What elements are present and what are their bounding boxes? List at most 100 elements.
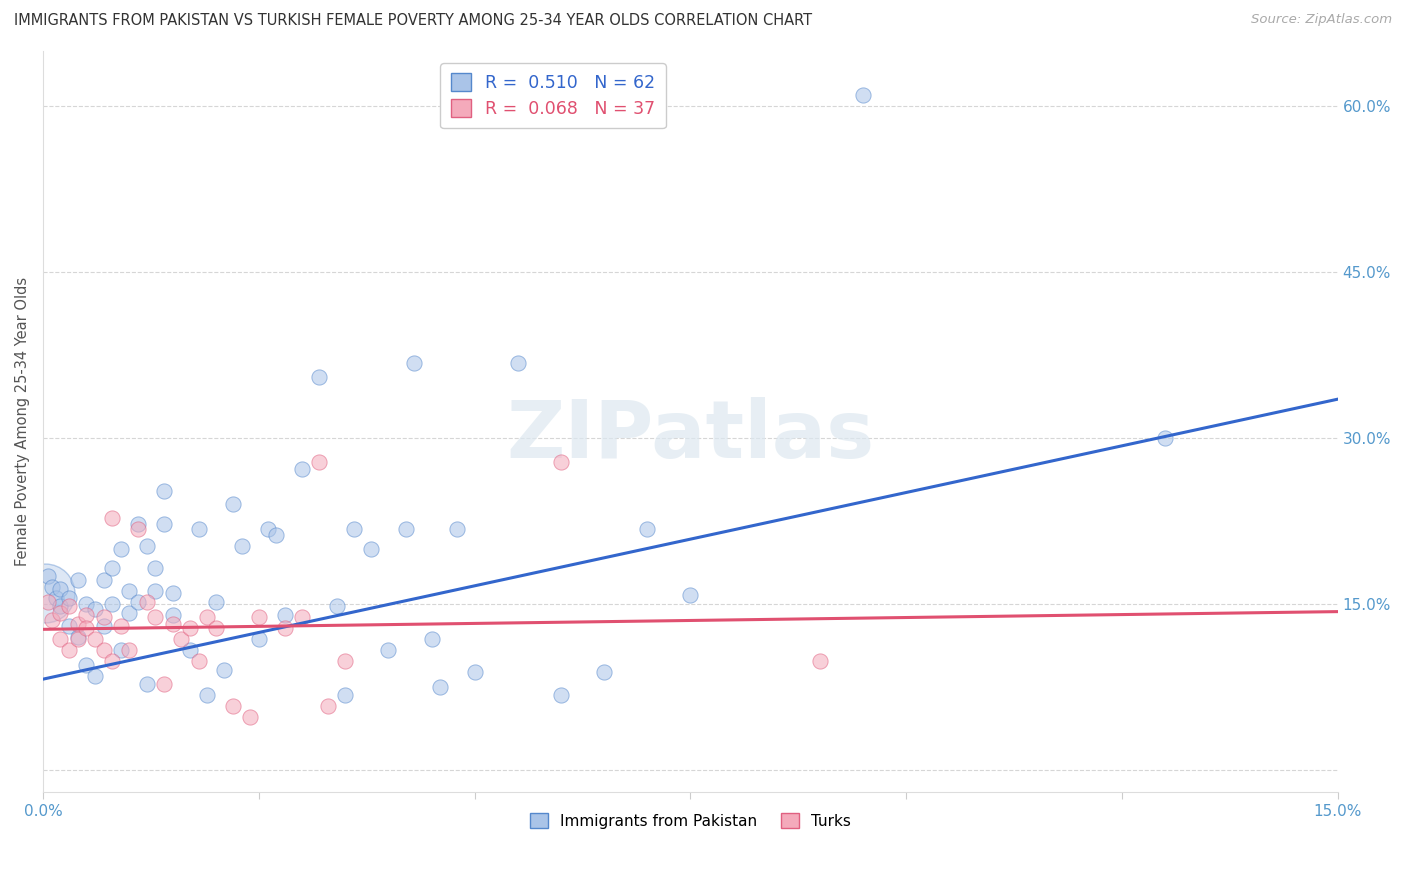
Point (58, 591, 80, 606)
Point (66, 630, 89, 644)
Point (49, 606, 72, 620)
Point (291, 610, 314, 624)
Point (162, 586, 184, 600)
Point (256, 522, 278, 536)
Point (127, 595, 149, 609)
Point (118, 643, 141, 657)
Point (187, 654, 209, 668)
Point (127, 517, 149, 532)
Point (291, 462, 314, 476)
Point (222, 497, 245, 511)
Point (110, 619, 132, 633)
Point (335, 688, 357, 702)
Point (84, 669, 107, 683)
Point (179, 643, 201, 657)
Point (101, 597, 124, 611)
Point (446, 522, 468, 536)
Text: Source: ZipAtlas.com: Source: ZipAtlas.com (1251, 13, 1392, 27)
Point (325, 599, 347, 613)
Point (506, 356, 529, 370)
Point (66, 573, 89, 587)
Point (49, 599, 72, 613)
Point (308, 455, 330, 469)
Point (58, 619, 80, 633)
Point (170, 632, 193, 647)
Point (274, 621, 297, 635)
Point (93, 573, 115, 587)
Point (153, 517, 176, 532)
Point (145, 583, 167, 598)
Point (101, 654, 124, 668)
Point (162, 607, 184, 622)
Point (93, 619, 115, 633)
Point (231, 539, 253, 553)
Point (308, 370, 330, 384)
Point (145, 561, 167, 575)
Point (204, 595, 226, 609)
Point (135, 595, 157, 609)
Point (377, 643, 399, 657)
Point (335, 654, 357, 668)
Point (101, 561, 124, 575)
Point (75, 657, 97, 672)
Legend: Immigrants from Pakistan, Turks: Immigrants from Pakistan, Turks (522, 805, 859, 836)
Point (247, 632, 270, 647)
Point (75, 597, 97, 611)
Point (84, 602, 107, 616)
Point (66, 632, 89, 647)
Point (195, 688, 218, 702)
Point (239, 710, 262, 724)
Point (222, 698, 245, 713)
Point (118, 583, 141, 598)
Point (360, 541, 382, 556)
Point (118, 606, 141, 620)
Point (110, 643, 132, 657)
Point (135, 539, 157, 553)
Point (41, 614, 63, 628)
Point (852, 87, 875, 102)
Point (679, 588, 702, 602)
Point (550, 688, 572, 702)
Point (145, 610, 167, 624)
Point (110, 541, 132, 556)
Point (808, 654, 831, 668)
Point (101, 510, 124, 524)
Point (37, 569, 59, 583)
Point (195, 610, 218, 624)
Point (84, 632, 107, 647)
Point (395, 522, 418, 536)
Point (593, 665, 616, 680)
Point (316, 698, 339, 713)
Point (75, 621, 97, 635)
Point (93, 643, 115, 657)
Point (49, 632, 72, 647)
Point (58, 599, 80, 613)
Point (420, 632, 443, 647)
Point (343, 522, 366, 536)
Point (550, 455, 572, 469)
Point (45, 591, 67, 606)
Point (93, 610, 115, 624)
Point (153, 676, 176, 690)
Text: IMMIGRANTS FROM PAKISTAN VS TURKISH FEMALE POVERTY AMONG 25-34 YEAR OLDS CORRELA: IMMIGRANTS FROM PAKISTAN VS TURKISH FEMA… (14, 13, 813, 29)
Point (153, 483, 176, 498)
Point (41, 580, 63, 594)
Point (179, 621, 201, 635)
Point (1154, 431, 1177, 445)
Point (429, 680, 451, 694)
Point (162, 616, 184, 631)
Point (187, 522, 209, 536)
Point (135, 676, 157, 690)
Point (274, 607, 297, 622)
Point (127, 522, 149, 536)
Point (49, 582, 72, 597)
Point (247, 610, 270, 624)
Point (464, 665, 486, 680)
Point (37, 595, 59, 609)
Point (264, 528, 287, 542)
Y-axis label: Female Poverty Among 25-34 Year Olds: Female Poverty Among 25-34 Year Olds (15, 277, 30, 566)
Point (34, 586, 56, 600)
Point (58, 643, 80, 657)
Point (636, 522, 658, 536)
Point (204, 621, 226, 635)
